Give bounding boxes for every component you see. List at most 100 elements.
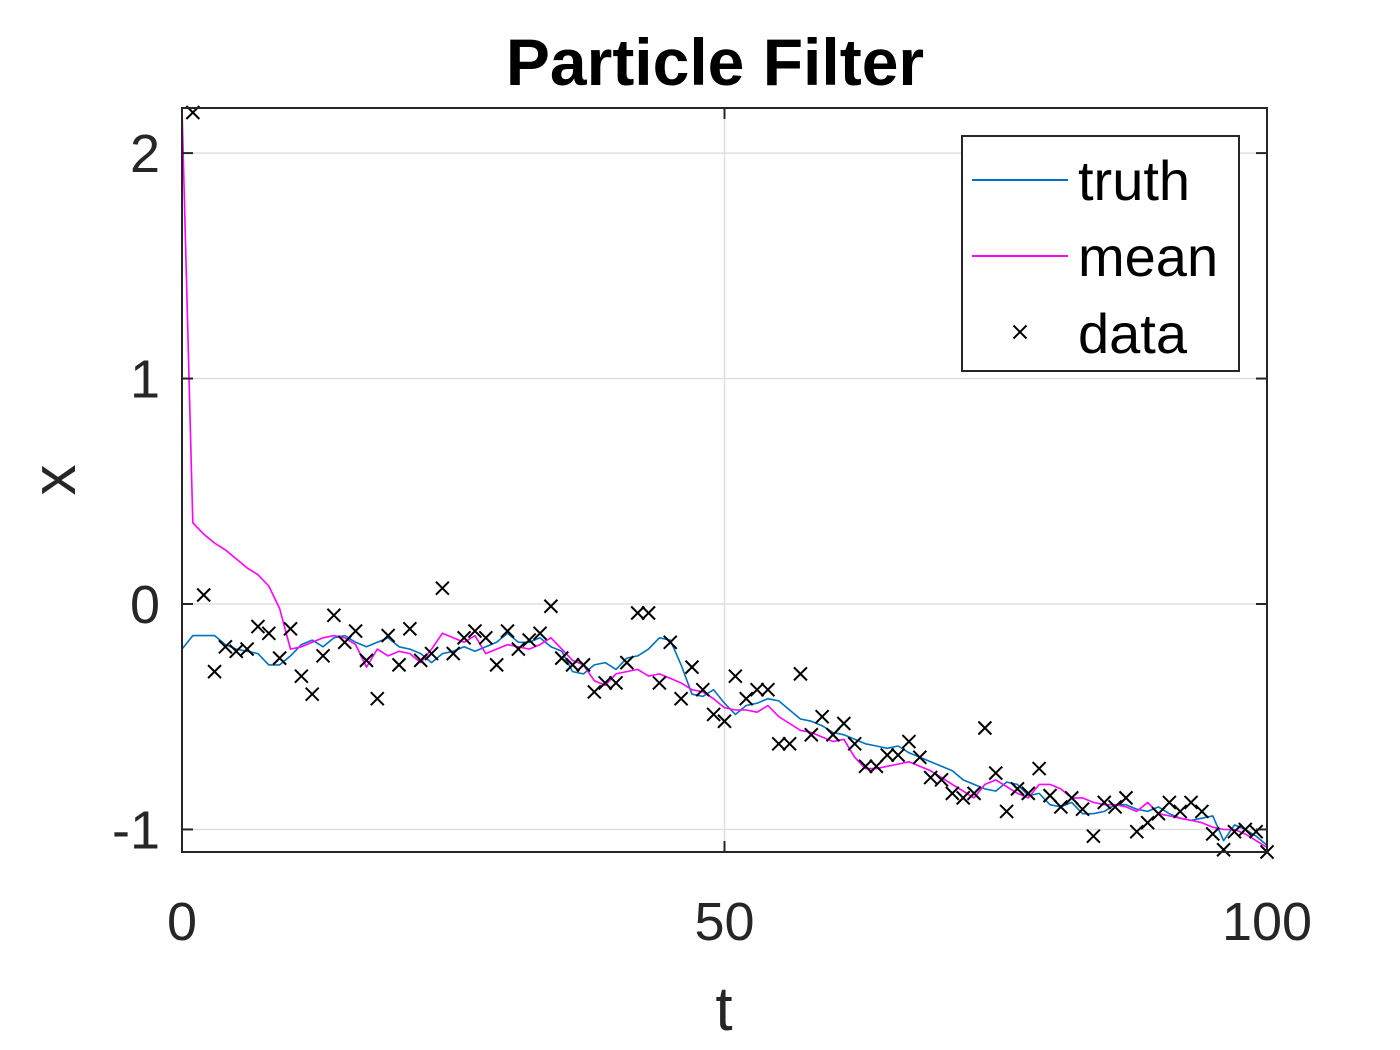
data-point (1216, 842, 1231, 857)
data-point (652, 675, 667, 691)
data-point (348, 623, 363, 639)
data-point (1053, 799, 1069, 815)
data-point (521, 632, 537, 648)
legend-label-truth: truth (1078, 149, 1190, 212)
data-point (587, 684, 602, 700)
data-point (489, 657, 504, 673)
data-point (283, 621, 298, 637)
data-point (413, 653, 428, 668)
legend-label-mean: mean (1078, 225, 1218, 288)
data-point (380, 628, 396, 643)
legend: truth mean data (961, 135, 1240, 372)
x-tick-label: 50 (694, 892, 754, 952)
data-point (467, 623, 483, 639)
legend-x-marker (1012, 324, 1028, 340)
legend-marker-data (1012, 324, 1028, 340)
data-point (576, 657, 591, 673)
data-point (500, 623, 515, 639)
series-line-mean (181, 107, 1268, 849)
data-point (966, 786, 982, 801)
data-point (261, 626, 277, 641)
data-point (1107, 799, 1123, 815)
data-point (543, 599, 559, 614)
data-point (250, 619, 266, 634)
data-point (1172, 804, 1188, 819)
data-point (554, 650, 569, 666)
data-point (793, 666, 808, 682)
data-point (315, 648, 331, 664)
data-point (1162, 795, 1177, 810)
data-point (728, 668, 743, 684)
data-point (760, 682, 776, 697)
data-point (1031, 761, 1047, 776)
data-point (608, 675, 624, 691)
data-point (738, 691, 754, 706)
data-point (370, 691, 385, 706)
data-point (218, 639, 233, 655)
data-point (391, 657, 407, 673)
data-point (272, 650, 287, 666)
data-point (890, 747, 906, 763)
data-point (847, 736, 862, 751)
data-point (684, 659, 700, 675)
data-point (239, 641, 255, 657)
data-point (619, 655, 635, 670)
data-point (695, 682, 711, 697)
data-point (814, 709, 830, 724)
data-point (923, 770, 938, 785)
data-point (294, 668, 309, 684)
y-axis-label: x (20, 465, 89, 496)
data-point (1129, 824, 1145, 839)
data-point (597, 675, 613, 691)
data-point (565, 657, 580, 673)
data-point (663, 635, 678, 650)
data-point (1248, 824, 1264, 839)
data-point (1227, 824, 1242, 839)
data-point (955, 790, 971, 806)
data-point (804, 727, 819, 742)
data-point (717, 714, 732, 729)
data-point (337, 635, 352, 650)
data-point (858, 759, 873, 774)
data-point (901, 734, 917, 749)
data-point (359, 653, 374, 668)
data-point (1042, 788, 1058, 803)
data-point (532, 626, 548, 641)
data-point (641, 605, 656, 621)
data-point (706, 707, 721, 722)
data-point (229, 644, 244, 659)
data-point (435, 581, 450, 596)
legend-box (961, 135, 1240, 372)
y-tick-label: -1 (112, 800, 160, 860)
data-point (880, 747, 895, 763)
data-point (1075, 801, 1090, 817)
data-point (1010, 781, 1025, 797)
x-tick-label: 0 (167, 892, 197, 952)
data-point (1151, 806, 1166, 821)
data-point (1086, 829, 1101, 844)
data-point (934, 772, 949, 788)
y-tick-label: 2 (130, 124, 160, 184)
data-point (511, 641, 526, 657)
data-point (912, 750, 928, 765)
data-point (1097, 795, 1112, 810)
y-tick-label: 1 (130, 350, 160, 410)
data-point (836, 716, 852, 731)
data-point (196, 587, 211, 603)
data-point (673, 691, 689, 706)
data-point (1194, 804, 1210, 819)
data-point (326, 608, 342, 623)
data-point (825, 727, 841, 742)
data-point (1118, 790, 1134, 806)
data-point (207, 664, 222, 679)
data-point (1238, 822, 1253, 837)
x-axis-label: t (715, 975, 732, 1044)
legend-label-data: data (1078, 302, 1188, 365)
data-point (402, 621, 418, 637)
data-point (446, 646, 461, 661)
data-point (988, 765, 1003, 781)
data-point (456, 630, 472, 646)
data-point (1205, 826, 1220, 842)
plot-area (181, 105, 1275, 860)
